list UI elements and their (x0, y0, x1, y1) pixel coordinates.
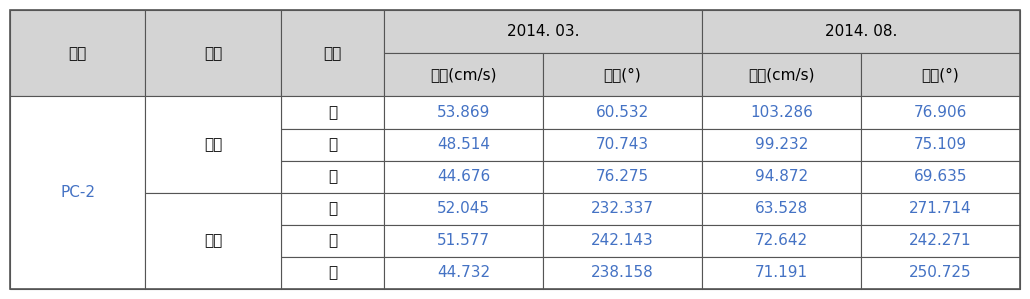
Text: 75.109: 75.109 (914, 137, 967, 152)
Text: 정점: 정점 (69, 46, 87, 61)
Bar (861, 193, 1020, 225)
Bar (702, 225, 861, 257)
Text: 242.143: 242.143 (591, 234, 654, 248)
Text: 250.725: 250.725 (909, 266, 972, 280)
Bar (861, 53, 1020, 97)
Bar (543, 129, 702, 161)
Bar (543, 97, 702, 129)
Text: 271.714: 271.714 (909, 201, 972, 216)
Bar (281, 10, 384, 97)
Bar (384, 161, 543, 193)
Text: 48.514: 48.514 (437, 137, 490, 152)
Text: 69.635: 69.635 (914, 169, 967, 184)
Bar (384, 129, 543, 161)
Text: PC-2: PC-2 (60, 185, 95, 200)
Bar (281, 257, 384, 289)
Text: 조시: 조시 (204, 46, 222, 61)
Text: 70.743: 70.743 (596, 137, 649, 152)
Bar (702, 129, 861, 161)
Bar (145, 97, 281, 193)
Bar (861, 257, 1020, 289)
Bar (702, 257, 861, 289)
Text: 낙조: 낙조 (204, 234, 222, 248)
Text: 71.191: 71.191 (755, 266, 809, 280)
Text: 60.532: 60.532 (595, 105, 649, 120)
Bar (145, 10, 281, 97)
Bar (384, 10, 702, 53)
Bar (281, 161, 384, 193)
Bar (702, 161, 861, 193)
Text: 103.286: 103.286 (750, 105, 813, 120)
Text: 표: 표 (328, 201, 337, 216)
Bar (543, 257, 702, 289)
Bar (384, 257, 543, 289)
Bar (281, 193, 384, 225)
Text: 중: 중 (328, 137, 337, 152)
Text: 유속(cm/s): 유속(cm/s) (748, 67, 815, 82)
Text: 유속(cm/s): 유속(cm/s) (431, 67, 496, 82)
Bar (543, 53, 702, 97)
Text: 2014. 03.: 2014. 03. (507, 24, 579, 39)
Bar (702, 10, 1020, 53)
Text: 중: 중 (328, 234, 337, 248)
Bar (861, 225, 1020, 257)
Bar (145, 193, 281, 289)
Text: 2014. 08.: 2014. 08. (825, 24, 897, 39)
Text: 52.045: 52.045 (437, 201, 490, 216)
Text: 76.275: 76.275 (596, 169, 649, 184)
Text: 저: 저 (328, 169, 337, 184)
Bar (861, 129, 1020, 161)
Text: 242.271: 242.271 (909, 234, 972, 248)
Text: 표: 표 (328, 105, 337, 120)
Text: 유향(°): 유향(°) (604, 67, 642, 82)
Text: 76.906: 76.906 (914, 105, 967, 120)
Text: 238.158: 238.158 (591, 266, 654, 280)
Text: 99.232: 99.232 (755, 137, 809, 152)
Bar (384, 225, 543, 257)
Bar (384, 193, 543, 225)
Bar (543, 225, 702, 257)
Text: 44.732: 44.732 (437, 266, 490, 280)
Text: 44.676: 44.676 (437, 169, 490, 184)
Bar (10, 10, 145, 97)
Text: 유향(°): 유향(°) (922, 67, 959, 82)
Bar (861, 161, 1020, 193)
Bar (702, 97, 861, 129)
Text: 232.337: 232.337 (591, 201, 654, 216)
Bar (543, 161, 702, 193)
Bar (384, 53, 543, 97)
Bar (10, 97, 145, 289)
Text: 창조: 창조 (204, 137, 222, 152)
Bar (861, 97, 1020, 129)
Text: 53.869: 53.869 (437, 105, 490, 120)
Bar (702, 53, 861, 97)
Text: 51.577: 51.577 (437, 234, 490, 248)
Bar (384, 97, 543, 129)
Text: 94.872: 94.872 (755, 169, 809, 184)
Text: 63.528: 63.528 (755, 201, 809, 216)
Bar (281, 225, 384, 257)
Text: 72.642: 72.642 (755, 234, 809, 248)
Bar (543, 193, 702, 225)
Bar (281, 129, 384, 161)
Text: 수층: 수층 (323, 46, 342, 61)
Text: 저: 저 (328, 266, 337, 280)
Bar (702, 193, 861, 225)
Bar (281, 97, 384, 129)
